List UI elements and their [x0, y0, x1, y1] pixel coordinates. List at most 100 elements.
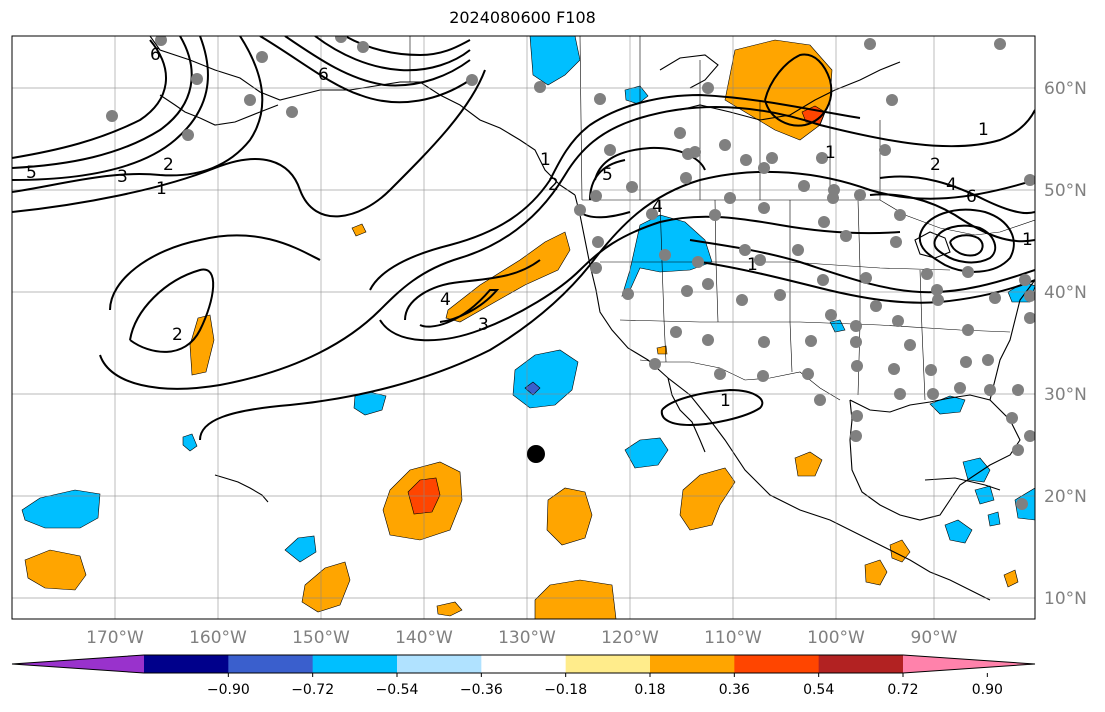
contour-line [419, 289, 500, 328]
station-dot [335, 36, 347, 43]
longitude-tick-label: 160°W [189, 628, 247, 648]
longitude-tick-labels: 170°W 160°W 150°W 140°W 130°W 120°W 110°W 100°W… [86, 628, 958, 648]
colorbar-segment [481, 655, 567, 673]
station-dot [851, 410, 863, 422]
positive-region [679, 467, 736, 531]
station-dot [758, 162, 770, 174]
station-dot [802, 368, 814, 380]
station-dot [984, 384, 996, 396]
station-dot [754, 254, 766, 266]
graticule [12, 36, 1035, 619]
colorbar-tick-label: −0.36 [460, 682, 503, 698]
colorbar-segment [565, 655, 651, 673]
negative-region [944, 519, 973, 544]
station-dot [692, 256, 704, 268]
contour-label: 2 [163, 155, 174, 175]
station-dot [758, 202, 770, 214]
border-states-v5 [919, 269, 926, 401]
colorbar-tick-label: −0.54 [376, 682, 419, 698]
station-dot [592, 236, 604, 248]
station-dot [805, 335, 817, 347]
station-dot [466, 74, 478, 86]
station-dot [659, 249, 671, 261]
longitude-tick-label: 130°W [498, 628, 556, 648]
colorbar-tick-label: −0.18 [544, 682, 587, 698]
station-dot [814, 394, 826, 406]
negative-region [529, 36, 581, 86]
contour-labels: 5 3 2 1 6 2 4 3 1 2 6 5 4 1 1 2 4 6 1 1 … [26, 45, 1033, 411]
negative-region [182, 433, 198, 452]
anomaly-shading [21, 36, 1035, 619]
contour-line [764, 53, 833, 127]
station-dot [689, 146, 701, 158]
contour-line [379, 215, 901, 342]
station-dot [904, 339, 916, 351]
station-dot [982, 354, 994, 366]
contour-line [259, 36, 471, 104]
station-dot [674, 127, 686, 139]
positive-region [1003, 569, 1019, 588]
map-frame [11, 35, 1036, 620]
station-dot [719, 139, 731, 151]
station-dot [590, 190, 602, 202]
station-dot [714, 368, 726, 380]
positive-region [445, 231, 571, 323]
station-dot [681, 285, 693, 297]
station-dot [1012, 384, 1024, 396]
station-dot [792, 244, 804, 256]
station-dot [191, 73, 203, 85]
latitude-tick-label: 30°N [1044, 385, 1087, 405]
contour-line [12, 69, 486, 218]
station-dot [702, 278, 714, 290]
station-dot [244, 94, 256, 106]
border-states-v1 [659, 199, 667, 363]
negative-region [987, 511, 1001, 527]
positive-region [546, 487, 593, 546]
contour-label: 1 [825, 143, 836, 163]
colorbar-extend-low [12, 655, 144, 673]
strong-negative-region [524, 381, 541, 396]
coastline-hudson-bay [659, 54, 719, 89]
coastline-alaska [149, 36, 576, 196]
station-dot [604, 144, 616, 156]
contour-label: 6 [966, 187, 977, 207]
positive-region [301, 561, 351, 613]
positive-region [351, 223, 367, 237]
contour-label: 4 [440, 290, 451, 310]
longitude-tick-label: 170°W [86, 628, 144, 648]
contour-line [12, 36, 264, 193]
contour-line [918, 208, 1015, 273]
contour-line [99, 105, 1035, 390]
contour-label: 6 [150, 45, 161, 65]
station-dot [925, 364, 937, 376]
positive-region [889, 539, 911, 563]
longitude-tick-label: 140°W [395, 628, 453, 648]
station-dot [864, 38, 876, 50]
station-dot [709, 209, 721, 221]
station-dot [626, 181, 638, 193]
station-markers [106, 36, 1035, 510]
longitude-tick-label: 120°W [601, 628, 659, 648]
station-dot [739, 244, 751, 256]
station-dot [702, 82, 714, 94]
contour-line [109, 234, 321, 311]
colorbar-tick-label: −0.72 [291, 682, 334, 698]
colorbar-tick-label: 0.18 [634, 682, 665, 698]
station-dot [850, 320, 862, 332]
negative-region [21, 489, 101, 529]
coastline-cuba [924, 477, 1001, 491]
contour-line [879, 175, 1035, 215]
negative-region [962, 457, 991, 483]
contour-line [660, 388, 764, 427]
positive-region [189, 314, 215, 376]
station-dot [994, 38, 1006, 50]
coastline-baja [667, 377, 706, 453]
positive-region [534, 579, 617, 619]
contour-label: 1 [747, 255, 758, 275]
contour-line [933, 224, 997, 264]
station-dot [894, 388, 906, 400]
contour-line [949, 234, 984, 257]
station-dot [680, 172, 692, 184]
station-dot [828, 184, 840, 196]
border-us-mexico [639, 359, 841, 401]
